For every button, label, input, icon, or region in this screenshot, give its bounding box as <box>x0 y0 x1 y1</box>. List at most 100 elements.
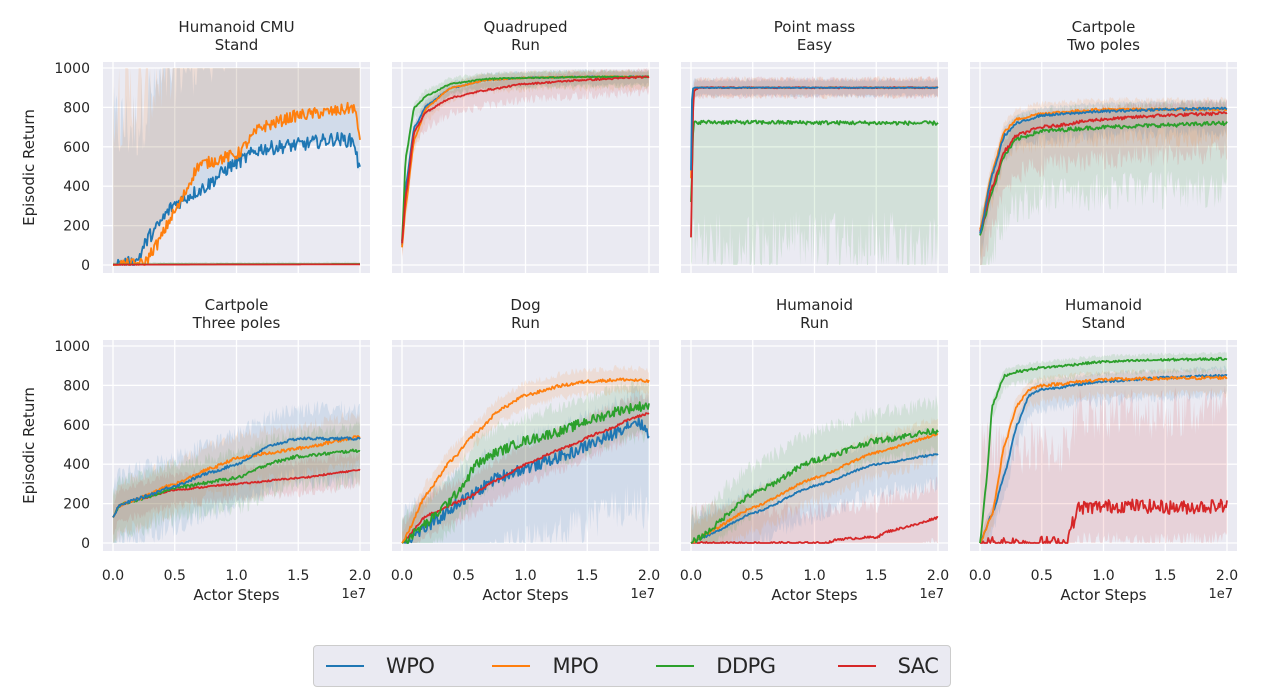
band-wpo <box>113 400 360 543</box>
x-axis-label: Actor Steps <box>1060 586 1146 604</box>
line-ddpg <box>401 401 650 544</box>
y-tick-label: 600 <box>63 140 90 156</box>
y-tick-label: 800 <box>63 378 90 394</box>
band-wpo <box>980 98 1227 261</box>
band-ddpg <box>691 119 938 265</box>
line-sac <box>401 412 650 544</box>
subplot-title: Run <box>800 314 829 332</box>
x-tick-label: 1.0 <box>514 568 536 584</box>
line-sac <box>401 75 650 244</box>
legend-item-ddpg: DDPG <box>650 654 831 678</box>
x-tick-label: 0.5 <box>164 568 186 584</box>
legend-swatch-ddpg <box>656 665 695 667</box>
line-ddpg <box>690 428 939 544</box>
x-axis-label: Actor Steps <box>771 586 857 604</box>
x-tick-label: 0.5 <box>742 568 764 584</box>
legend-label-ddpg: DDPG <box>716 654 776 678</box>
subplot-title: Cartpole <box>205 296 269 314</box>
legend-swatch-sac <box>837 665 876 667</box>
x-tick-label: 1.0 <box>803 568 825 584</box>
subplot-title: Humanoid <box>776 296 853 314</box>
x-axis-label: Actor Steps <box>193 586 279 604</box>
line-sac <box>691 516 939 544</box>
y-tick-label: 1000 <box>54 339 90 355</box>
subplot-title: Two poles <box>1066 36 1140 54</box>
band-ddpg <box>113 420 360 543</box>
x-tick-label: 1.5 <box>287 568 309 584</box>
legend: WPO MPO DDPG SAC <box>313 645 951 687</box>
band-sac <box>980 98 1227 265</box>
legend-swatch-mpo <box>492 665 531 667</box>
y-tick-label: 0 <box>81 258 90 274</box>
x-tick-label: 0.0 <box>969 568 991 584</box>
line-ddpg <box>979 356 1228 544</box>
band-mpo <box>691 417 938 543</box>
y-tick-label: 200 <box>63 497 90 513</box>
subplot-title: Stand <box>215 36 259 54</box>
line-wpo <box>112 131 361 266</box>
y-tick-label: 1000 <box>54 61 90 77</box>
line-mpo <box>113 101 361 266</box>
x-tick-label: 0.5 <box>453 568 475 584</box>
subplot-title: Quadruped <box>484 18 568 36</box>
band-sac <box>113 451 360 536</box>
line-mpo <box>979 375 1228 544</box>
subplot-title: Point mass <box>774 18 856 36</box>
line-ddpg <box>112 448 361 518</box>
line-ddpg <box>401 75 650 242</box>
line-mpo <box>112 434 361 518</box>
band-ddpg <box>980 97 1227 266</box>
x-tick-label: 2.0 <box>349 568 371 584</box>
band-mpo <box>402 364 649 543</box>
x-tick-label: 2.0 <box>638 568 660 584</box>
subplot-title: Dog <box>510 296 540 314</box>
x-tick-label: 1.0 <box>225 568 247 584</box>
legend-label-sac: SAC <box>897 654 939 678</box>
legend-item-mpo: MPO <box>486 654 650 678</box>
x-tick-label: 0.0 <box>102 568 124 584</box>
line-mpo <box>401 377 650 544</box>
y-axis-label: Episodic Return <box>20 387 38 504</box>
line-wpo <box>401 417 650 544</box>
legend-label-wpo: WPO <box>386 654 435 678</box>
line-wpo <box>979 373 1228 544</box>
y-tick-label: 600 <box>63 418 90 434</box>
subplot-title: Cartpole <box>1072 18 1136 36</box>
line-wpo <box>690 86 939 171</box>
x-tick-label: 2.0 <box>927 568 949 584</box>
x-axis-label: Actor Steps <box>482 586 568 604</box>
subplot-title: Humanoid CMU <box>178 18 294 36</box>
x-tick-label: 1.5 <box>1154 568 1176 584</box>
legend-swatch-wpo <box>326 665 364 667</box>
x-tick-label: 0.0 <box>391 568 413 584</box>
x-tick-label: 0.5 <box>1031 568 1053 584</box>
y-tick-label: 800 <box>63 100 90 116</box>
subplot-title: Run <box>511 314 540 332</box>
y-tick-label: 0 <box>81 536 90 552</box>
x-tick-label: 0.0 <box>680 568 702 584</box>
y-tick-label: 400 <box>63 179 90 195</box>
subplot-title: Run <box>511 36 540 54</box>
line-mpo <box>979 107 1228 230</box>
x-tick-label: 2.0 <box>1216 568 1238 584</box>
x-axis-multiplier: 1e7 <box>630 587 655 602</box>
line-wpo <box>979 106 1228 234</box>
y-axis-label: Episodic Return <box>20 109 38 226</box>
band-ddpg <box>980 351 1227 543</box>
band-mpo <box>113 68 360 265</box>
band-mpo <box>980 96 1227 260</box>
x-tick-label: 1.0 <box>1092 568 1114 584</box>
subplot-title: Stand <box>1082 314 1126 332</box>
line-wpo <box>112 436 361 518</box>
band-sac <box>691 76 938 249</box>
legend-item-wpo: WPO <box>320 654 486 678</box>
x-axis-multiplier: 1e7 <box>1208 587 1233 602</box>
legend-label-mpo: MPO <box>552 654 599 678</box>
subplot-title: Humanoid <box>1065 296 1142 314</box>
line-wpo <box>690 453 939 544</box>
